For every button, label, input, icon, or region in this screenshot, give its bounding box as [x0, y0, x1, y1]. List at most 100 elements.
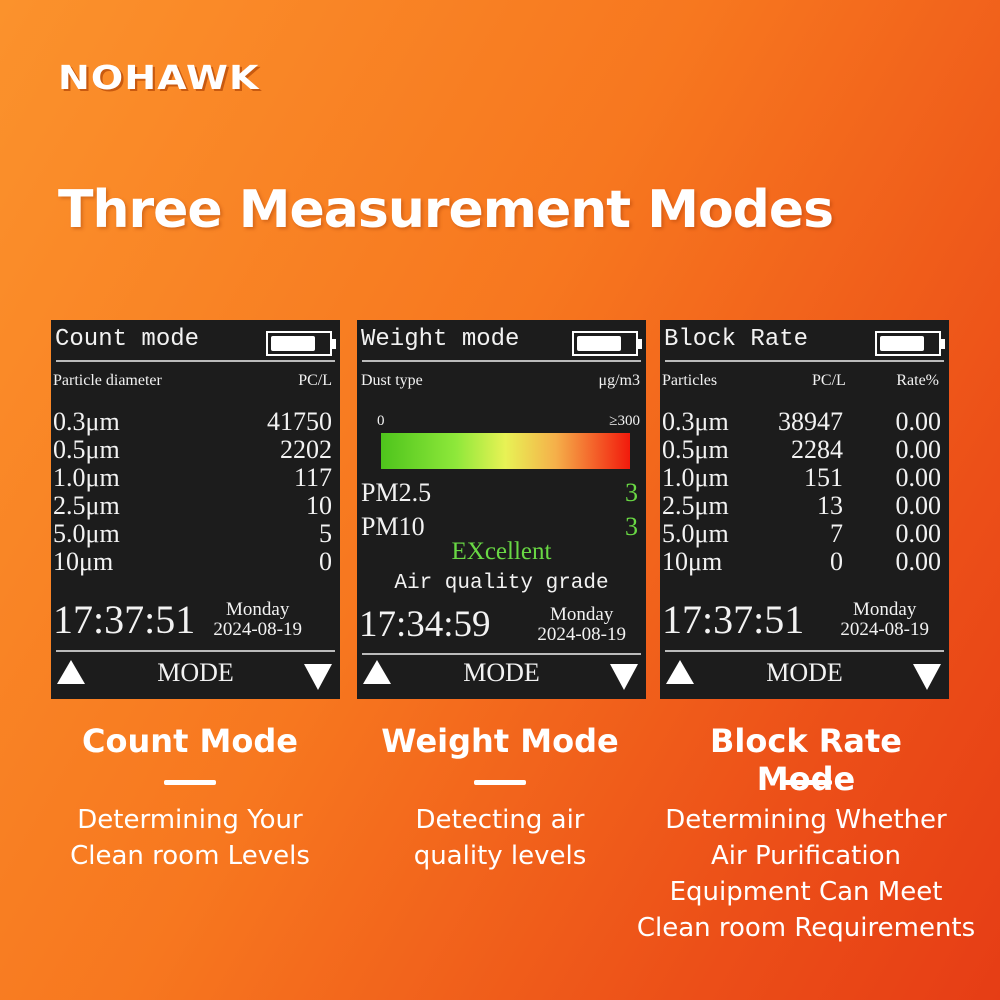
- block-rate-screen: Block Rate Particles PC/L Rate% 0.3μm 389…: [660, 320, 949, 699]
- block-rate: 0.00: [895, 491, 942, 520]
- caption-line: Determining Whether: [665, 805, 947, 835]
- down-arrow-icon[interactable]: [913, 664, 941, 690]
- block-rate: 0.00: [895, 407, 942, 436]
- particle-count: 38947: [778, 407, 843, 436]
- particle-size: 0.3μm: [662, 407, 729, 436]
- clock: 17:34:59: [359, 604, 491, 645]
- caption-line: Clean room Requirements: [636, 913, 976, 943]
- down-arrow-icon[interactable]: [304, 664, 332, 690]
- scale-max: ≥300: [609, 413, 640, 429]
- caption-divider: [474, 780, 526, 785]
- divider: [56, 650, 335, 652]
- table-row: 0.5μm 2284 0.00: [662, 435, 942, 464]
- particle-count: 0: [830, 547, 843, 576]
- divider: [665, 650, 944, 652]
- particle-count: 10: [306, 491, 332, 520]
- pm25-value: 3: [625, 478, 638, 507]
- caption-divider: [780, 780, 832, 785]
- block-rate: 0.00: [895, 463, 942, 492]
- mode-button[interactable]: MODE: [463, 658, 540, 687]
- particle-size: 5.0μm: [662, 519, 729, 548]
- caption-title: Block Rate Mode: [710, 722, 902, 798]
- table-row: 2.5μm 13 0.00: [662, 491, 942, 520]
- air-quality-gradient-bar: [381, 433, 630, 469]
- table-row: 10μm 0 0.00: [662, 547, 941, 576]
- date-value: 2024-08-19: [537, 624, 626, 645]
- table-row: 2.5μm 10: [53, 491, 332, 520]
- date-value: 2024-08-19: [840, 619, 929, 640]
- weight-mode-screen: Weight mode Dust type μg/m3 0 ≥300 PM2.5…: [357, 320, 646, 699]
- table-row: 0.5μm 2202: [53, 435, 332, 464]
- caption-line: Equipment Can Meet: [669, 877, 943, 907]
- caption-divider: [164, 780, 216, 785]
- count-mode-screen: Count mode Particle diameter PC/L 0.3μm 4…: [51, 320, 340, 699]
- grade-label: Air quality grade: [394, 572, 609, 595]
- screen-title: Weight mode: [361, 326, 520, 353]
- pm25-label: PM2.5: [361, 478, 432, 507]
- caption-title: Weight Mode: [381, 722, 619, 760]
- particle-count: 0: [319, 547, 332, 576]
- particle-count: 13: [817, 491, 843, 520]
- particle-count: 117: [293, 463, 332, 492]
- scale-min: 0: [377, 413, 385, 429]
- column-header: PC/L: [812, 372, 846, 389]
- particle-size: 2.5μm: [53, 491, 120, 520]
- caption-line: Air Purification: [711, 841, 901, 871]
- table-row: 5.0μm 5: [53, 519, 332, 548]
- date: Monday 2024-08-19: [537, 605, 626, 645]
- column-header: Particles: [662, 372, 718, 389]
- column-header: Dust type: [361, 372, 423, 389]
- caption-line: Clean room Levels: [70, 841, 310, 871]
- column-header: Rate%: [896, 372, 939, 389]
- particle-size: 2.5μm: [662, 491, 729, 520]
- page-title: Three Measurement Modes: [58, 180, 834, 240]
- column-header: Particle diameter: [53, 372, 162, 389]
- date-value: 2024-08-19: [213, 619, 302, 640]
- particle-count: 2202: [280, 435, 332, 464]
- up-arrow-icon[interactable]: [666, 660, 694, 684]
- caption-line: quality levels: [413, 841, 587, 871]
- grade-value: EXcellent: [451, 538, 552, 565]
- table-row: 1.0μm 117: [53, 463, 332, 492]
- column-header: PC/L: [298, 372, 332, 389]
- brand-logo: NOHAWK: [58, 58, 260, 97]
- down-arrow-icon[interactable]: [610, 664, 638, 690]
- mode-button[interactable]: MODE: [157, 658, 234, 687]
- date: Monday 2024-08-19: [840, 600, 929, 640]
- block-rate: 0.00: [895, 519, 942, 548]
- weekday: Monday: [853, 599, 917, 620]
- particle-count: 5: [319, 519, 332, 548]
- particle-size: 10μm: [662, 547, 723, 576]
- table-row: 0.3μm 38947 0.00: [662, 407, 942, 436]
- divider: [56, 360, 335, 362]
- particle-size: 0.3μm: [53, 407, 120, 436]
- caption-title: Count Mode: [82, 722, 298, 760]
- table-row: 10μm 0: [53, 547, 332, 576]
- caption-line: Determining Your: [77, 805, 303, 835]
- particle-size: 0.5μm: [662, 435, 729, 464]
- particle-count: 7: [830, 519, 843, 548]
- particle-size: 5.0μm: [53, 519, 120, 548]
- pm10-label: PM10: [361, 512, 425, 541]
- particle-size: 1.0μm: [662, 463, 729, 492]
- date: Monday 2024-08-19: [213, 600, 302, 640]
- column-header: μg/m3: [598, 372, 640, 389]
- particle-count: 41750: [267, 407, 332, 436]
- up-arrow-icon[interactable]: [57, 660, 85, 684]
- particle-size: 0.5μm: [53, 435, 120, 464]
- caption-description: Detecting air quality levels: [320, 802, 680, 874]
- table-row: 0.3μm 41750: [53, 407, 332, 436]
- pm10-value: 3: [625, 512, 638, 541]
- weekday: Monday: [226, 599, 290, 620]
- mode-button[interactable]: MODE: [766, 658, 843, 687]
- block-rate: 0.00: [895, 435, 942, 464]
- divider: [362, 653, 641, 655]
- caption-line: Detecting air: [415, 805, 585, 835]
- weekday: Monday: [550, 604, 614, 625]
- up-arrow-icon[interactable]: [363, 660, 391, 684]
- particle-size: 1.0μm: [53, 463, 120, 492]
- caption-description: Determining Your Clean room Levels: [10, 802, 370, 874]
- table-row: 1.0μm 151 0.00: [662, 463, 942, 492]
- divider: [665, 360, 944, 362]
- particle-count: 151: [804, 463, 843, 492]
